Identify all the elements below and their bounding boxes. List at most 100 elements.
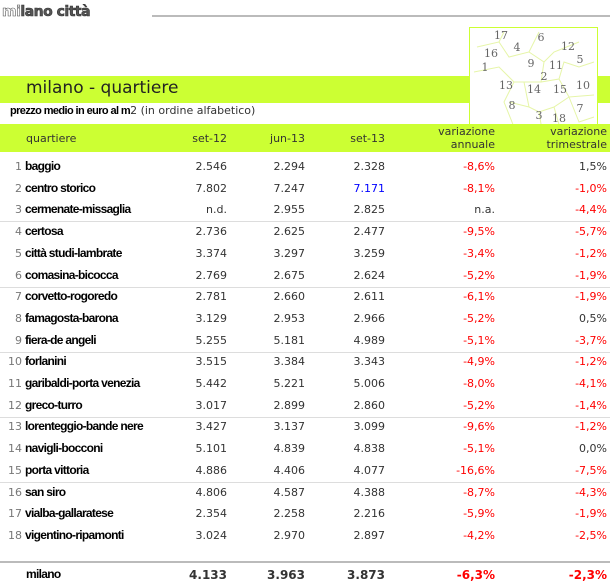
table-row[interactable]: 9 fiera-de angeli 5.255 5.181 4.989 -5,1% -3,7… <box>0 331 610 351</box>
table-row[interactable]: 3 cermenate-missaglia n.d. 2.955 2.825 n.a. -4… <box>0 200 610 220</box>
table-row[interactable]: 7 corvetto-rogoredo 2.781 2.660 2.611 -6,1% -1… <box>0 287 610 307</box>
table-row[interactable]: 12 greco-turro 3.017 2.899 2.860 -5,2% -1,4% <box>0 396 610 416</box>
table-row[interactable]: 2 centro storico 7.802 7.247 7.171 -8,1% -1,0% <box>0 179 610 199</box>
quartiere-name: porta vittoria <box>25 462 89 477</box>
table-row[interactable]: 5 città studi-lambrate 3.374 3.297 3.259 -3,4… <box>0 244 610 264</box>
group-divider <box>0 481 610 483</box>
total-jun13: 3.963 <box>267 568 305 582</box>
value-set13: 2.825 <box>353 203 386 217</box>
map-label: 6 <box>538 31 545 44</box>
var-trimestrale: -7,5% <box>575 463 607 477</box>
var-trimestrale: -4,4% <box>575 203 607 217</box>
value-jun13: 2.899 <box>273 398 306 412</box>
table-row[interactable]: 14 navigli-bocconi 5.101 4.839 4.838 -5,1% 0,0… <box>0 439 610 459</box>
row-number: 3 <box>15 203 22 217</box>
table-row[interactable]: 8 famagosta-barona 3.129 2.953 2.966 -5,2% 0,5… <box>0 309 610 329</box>
divider <box>152 15 610 17</box>
row-number: 18 <box>8 528 22 542</box>
table-row[interactable]: 4 certosa 2.736 2.625 2.477 -9,5% -5,7% <box>0 222 610 242</box>
title-part: mi <box>2 4 22 21</box>
var-annuale: -16,6% <box>456 463 495 477</box>
var-annuale: -8,1% <box>463 181 495 195</box>
value-set12: 3.515 <box>195 355 228 369</box>
var-annuale: -5,1% <box>463 442 495 456</box>
value-set12: 3.374 <box>195 246 228 260</box>
total-set12: 4.133 <box>189 568 227 582</box>
value-set12: n.d. <box>206 203 227 217</box>
map-label: 7 <box>577 102 584 115</box>
var-trimestrale: -4,1% <box>575 377 607 390</box>
value-set13: 3.343 <box>353 355 386 369</box>
row-number: 13 <box>8 420 22 434</box>
quartiere-name: comasina-bicocca <box>25 267 119 282</box>
var-trimestrale: -1,2% <box>575 246 607 260</box>
value-jun13: 3.297 <box>273 246 306 260</box>
total-name: milano <box>26 567 61 581</box>
value-set12: 5.442 <box>195 377 228 390</box>
header-line: trimestrale <box>546 138 607 151</box>
value-jun13: 2.258 <box>273 507 306 521</box>
table-row[interactable]: 13 lorenteggio-bande nere 3.427 3.137 3.099 -… <box>0 417 610 437</box>
value-set13: 4.989 <box>353 333 386 347</box>
map-label: 9 <box>528 57 535 70</box>
value-set13: 7.171 <box>353 181 386 195</box>
var-trimestrale: -1,9% <box>575 268 607 282</box>
row-number: 1 <box>15 160 22 173</box>
value-jun13: 4.587 <box>273 485 306 499</box>
row-number: 4 <box>15 225 22 239</box>
table-row[interactable]: 10 forlanini 3.515 3.384 3.343 -4,9% -1,2% <box>0 352 610 372</box>
row-number: 17 <box>8 507 22 521</box>
row-number: 8 <box>15 311 22 325</box>
table-row[interactable]: 11 garibaldi-porta venezia 5.442 5.221 5.006… <box>0 374 610 394</box>
group-divider <box>0 416 610 418</box>
col-header-var-annuale: variazione annuale <box>395 125 495 151</box>
value-set13: 4.388 <box>353 485 386 499</box>
var-trimestrale: -1,9% <box>575 290 607 304</box>
value-jun13: 2.660 <box>273 290 306 304</box>
header-line: variazione <box>550 125 607 138</box>
row-number: 12 <box>8 398 22 412</box>
row-number: 14 <box>8 442 22 456</box>
table-row[interactable]: 17 vialba-gallaratese 2.354 2.258 2.216 -5,9%… <box>0 504 610 524</box>
var-annuale: n.a. <box>474 203 495 217</box>
quartiere-name: san siro <box>25 484 66 499</box>
value-set13: 5.006 <box>353 377 386 390</box>
value-set13: 2.860 <box>353 398 386 412</box>
title-part: lano città <box>20 4 91 21</box>
map-label: 10 <box>576 79 590 92</box>
value-set12: 2.354 <box>195 507 228 521</box>
var-annuale: -8,7% <box>463 485 495 499</box>
map-label: 8 <box>509 99 516 112</box>
value-set12: 2.546 <box>195 160 228 173</box>
quartiere-name: baggio <box>25 159 61 173</box>
table-row[interactable]: 1 baggio 2.546 2.294 2.328 -8,6% 1,5% <box>0 157 610 177</box>
table-row[interactable]: 6 comasina-bicocca 2.769 2.675 2.624 -5,2% -1,… <box>0 266 610 286</box>
var-trimestrale: -1,2% <box>575 420 607 434</box>
value-set13: 2.328 <box>353 160 386 173</box>
quartiere-name: certosa <box>25 224 63 239</box>
value-set12: 2.736 <box>195 225 228 239</box>
quartiere-name: forlanini <box>25 354 67 369</box>
value-jun13: 5.221 <box>273 377 306 390</box>
table-row[interactable]: 18 vigentino-ripamonti 3.024 2.970 2.897 -4,2… <box>0 526 610 546</box>
row-number: 10 <box>8 355 22 369</box>
var-trimestrale: -1,4% <box>575 398 607 412</box>
row-number: 7 <box>15 290 22 304</box>
quartiere-name: corvetto-rogoredo <box>25 289 118 304</box>
table-row[interactable]: 15 porta vittoria 4.886 4.406 4.077 -16,6% -7,… <box>0 461 610 481</box>
quartiere-name: vigentino-ripamonti <box>25 527 124 542</box>
value-set12: 2.781 <box>195 290 228 304</box>
var-trimestrale: -4,3% <box>575 485 607 499</box>
value-set13: 2.216 <box>353 507 386 521</box>
table-row[interactable]: 16 san siro 4.806 4.587 4.388 -8,7% -4,3% <box>0 483 610 503</box>
col-header-var-trimestrale: variazione trimestrale <box>507 125 607 151</box>
var-trimestrale: -1,9% <box>575 507 607 521</box>
group-divider <box>0 286 610 288</box>
value-set13: 2.966 <box>353 311 386 325</box>
value-jun13: 2.675 <box>273 268 306 282</box>
total-var-trimestrale: -2,3% <box>568 568 607 582</box>
var-trimestrale: -1,0% <box>575 181 607 195</box>
row-number: 6 <box>15 268 22 282</box>
col-header-set13: set-13 <box>350 132 385 145</box>
total-set13: 3.873 <box>347 568 385 582</box>
